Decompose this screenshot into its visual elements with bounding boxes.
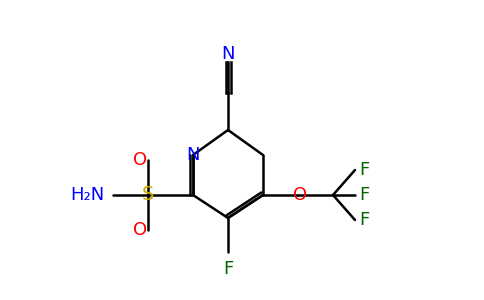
Text: F: F	[359, 161, 369, 179]
Text: O: O	[293, 186, 307, 204]
Text: F: F	[223, 260, 233, 278]
Text: H₂N: H₂N	[71, 186, 105, 204]
Text: S: S	[142, 185, 154, 205]
Text: N: N	[221, 45, 235, 63]
Text: O: O	[133, 221, 147, 239]
Text: F: F	[359, 186, 369, 204]
Text: N: N	[186, 146, 200, 164]
Text: O: O	[133, 151, 147, 169]
Text: F: F	[359, 211, 369, 229]
